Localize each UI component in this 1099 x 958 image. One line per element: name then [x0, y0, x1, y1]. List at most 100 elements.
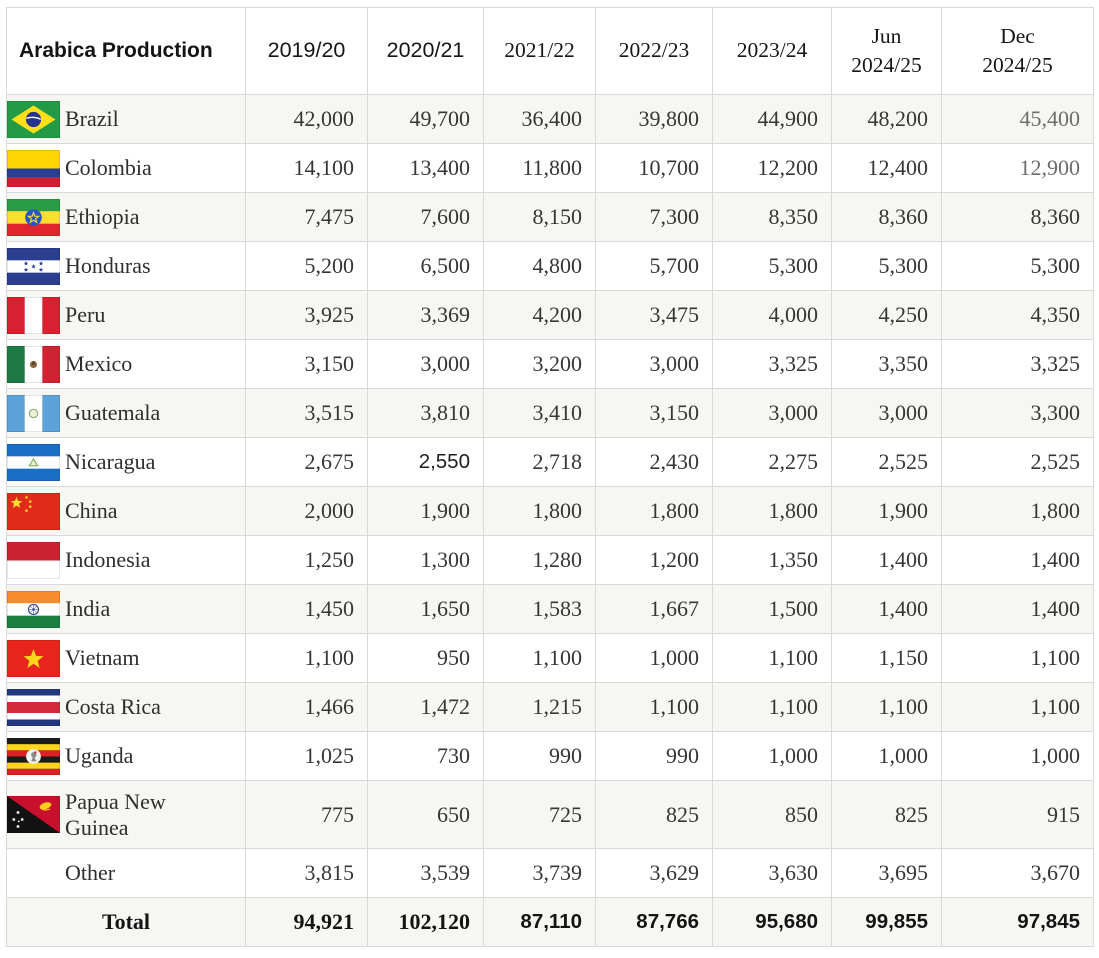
value-cell: 1,800: [712, 486, 832, 536]
flag-placeholder: [8, 855, 61, 892]
value-cell: 8,150: [483, 192, 596, 242]
value-cell: 1,900: [831, 486, 942, 536]
value-cell: 825: [831, 780, 942, 849]
value-cell: 3,325: [712, 339, 832, 389]
value-cell: 850: [712, 780, 832, 849]
value-cell: 5,300: [712, 241, 832, 291]
country-name: China: [65, 498, 118, 524]
country-cell: Papua New Guinea: [6, 780, 246, 849]
table-row: Honduras 5,200 6,500 4,800 5,700 5,300 5,300 5,…: [6, 241, 1094, 291]
value-cell: 915: [941, 780, 1094, 849]
value-cell: 1,400: [831, 535, 942, 585]
value-cell: 3,200: [483, 339, 596, 389]
value-cell: 1,100: [712, 682, 832, 732]
value-cell: 36,400: [483, 94, 596, 144]
value-cell: 39,800: [595, 94, 713, 144]
column-header: Jun 2024/25: [831, 7, 942, 95]
value-cell: 45,400: [941, 94, 1094, 144]
arabica-production-table: Arabica Production 2019/20 2020/21 2021/22…: [6, 7, 1094, 947]
country-name: Mexico: [65, 351, 133, 377]
value-cell: 825: [595, 780, 713, 849]
value-cell: 3,515: [245, 388, 368, 438]
column-header: 2019/20: [245, 7, 368, 95]
table-row: Other 3,815 3,539 3,739 3,629 3,630 3,695 3,670: [6, 848, 1094, 898]
value-cell: 3,350: [831, 339, 942, 389]
value-cell: 2,275: [712, 437, 832, 487]
value-cell: 3,300: [941, 388, 1094, 438]
country-name: India: [65, 596, 111, 622]
value-cell: 12,900: [941, 143, 1094, 193]
value-cell: 3,325: [941, 339, 1094, 389]
value-cell: 1,100: [831, 682, 942, 732]
table-row: Ethiopia 7,475 7,600 8,150 7,300 8,350 8,360 8,…: [6, 192, 1094, 242]
value-cell: 1,000: [712, 731, 832, 781]
country-name: Indonesia: [65, 547, 151, 573]
value-cell: 1,100: [941, 682, 1094, 732]
table-title: Arabica Production: [6, 7, 246, 95]
value-cell: 1,100: [245, 633, 368, 683]
value-cell: 5,200: [245, 241, 368, 291]
total-value-cell: 99,855: [831, 897, 942, 947]
value-cell: 3,629: [595, 848, 713, 898]
country-cell: China: [6, 486, 246, 536]
country-cell: Honduras: [6, 241, 246, 291]
country-name: Colombia: [65, 155, 152, 181]
value-cell: 12,200: [712, 143, 832, 193]
country-name: Peru: [65, 302, 106, 328]
india-flag-icon: [7, 590, 60, 628]
column-header: 2023/24: [712, 7, 832, 95]
total-value-cell: 97,845: [941, 897, 1094, 947]
value-cell: 1,100: [483, 633, 596, 683]
value-cell: 2,525: [941, 437, 1094, 487]
value-cell: 8,360: [941, 192, 1094, 242]
value-cell: 3,369: [367, 290, 484, 340]
vietnam-flag-icon: [7, 639, 60, 677]
total-value-cell: 87,110: [483, 897, 596, 947]
value-cell: 1,500: [712, 584, 832, 634]
value-cell: 4,000: [712, 290, 832, 340]
value-cell: 3,410: [483, 388, 596, 438]
value-cell: 1,583: [483, 584, 596, 634]
value-cell: 1,150: [831, 633, 942, 683]
value-cell: 1,280: [483, 535, 596, 585]
country-cell: Nicaragua: [6, 437, 246, 487]
total-label: Total: [6, 897, 246, 947]
value-cell: 2,000: [245, 486, 368, 536]
value-cell: 3,150: [245, 339, 368, 389]
value-cell: 1,025: [245, 731, 368, 781]
value-cell: 5,700: [595, 241, 713, 291]
table-row: Guatemala 3,515 3,810 3,410 3,150 3,000 3,000 3…: [6, 388, 1094, 438]
value-cell: 10,700: [595, 143, 713, 193]
value-cell: 725: [483, 780, 596, 849]
value-cell: 3,000: [595, 339, 713, 389]
colombia-flag-icon: [7, 149, 60, 187]
table-row: Papua New Guinea 775 650 725 825 850 825 915: [6, 780, 1094, 849]
value-cell: 950: [367, 633, 484, 683]
papua-new-guinea-flag-icon: [7, 796, 60, 833]
value-cell: 1,466: [245, 682, 368, 732]
country-name: Papua New Guinea: [65, 789, 166, 840]
value-cell: 7,300: [595, 192, 713, 242]
value-cell: 1,100: [941, 633, 1094, 683]
value-cell: 3,000: [831, 388, 942, 438]
value-cell: 5,300: [831, 241, 942, 291]
brazil-flag-icon: [7, 100, 60, 138]
value-cell: 49,700: [367, 94, 484, 144]
value-cell: 1,472: [367, 682, 484, 732]
value-cell: 1,900: [367, 486, 484, 536]
value-cell: 6,500: [367, 241, 484, 291]
value-cell: 3,539: [367, 848, 484, 898]
value-cell: 7,600: [367, 192, 484, 242]
nicaragua-flag-icon: [7, 443, 60, 481]
country-cell: Indonesia: [6, 535, 246, 585]
total-value-cell: 95,680: [712, 897, 832, 947]
country-cell: Peru: [6, 290, 246, 340]
value-cell: 5,300: [941, 241, 1094, 291]
value-cell: 3,000: [367, 339, 484, 389]
value-cell: 11,800: [483, 143, 596, 193]
column-header: 2020/21: [367, 7, 484, 95]
country-cell: Ethiopia: [6, 192, 246, 242]
china-flag-icon: [7, 492, 60, 530]
value-cell: 1,250: [245, 535, 368, 585]
